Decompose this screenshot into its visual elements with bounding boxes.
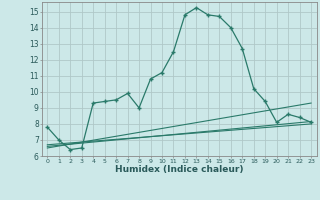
X-axis label: Humidex (Indice chaleur): Humidex (Indice chaleur)	[115, 165, 244, 174]
